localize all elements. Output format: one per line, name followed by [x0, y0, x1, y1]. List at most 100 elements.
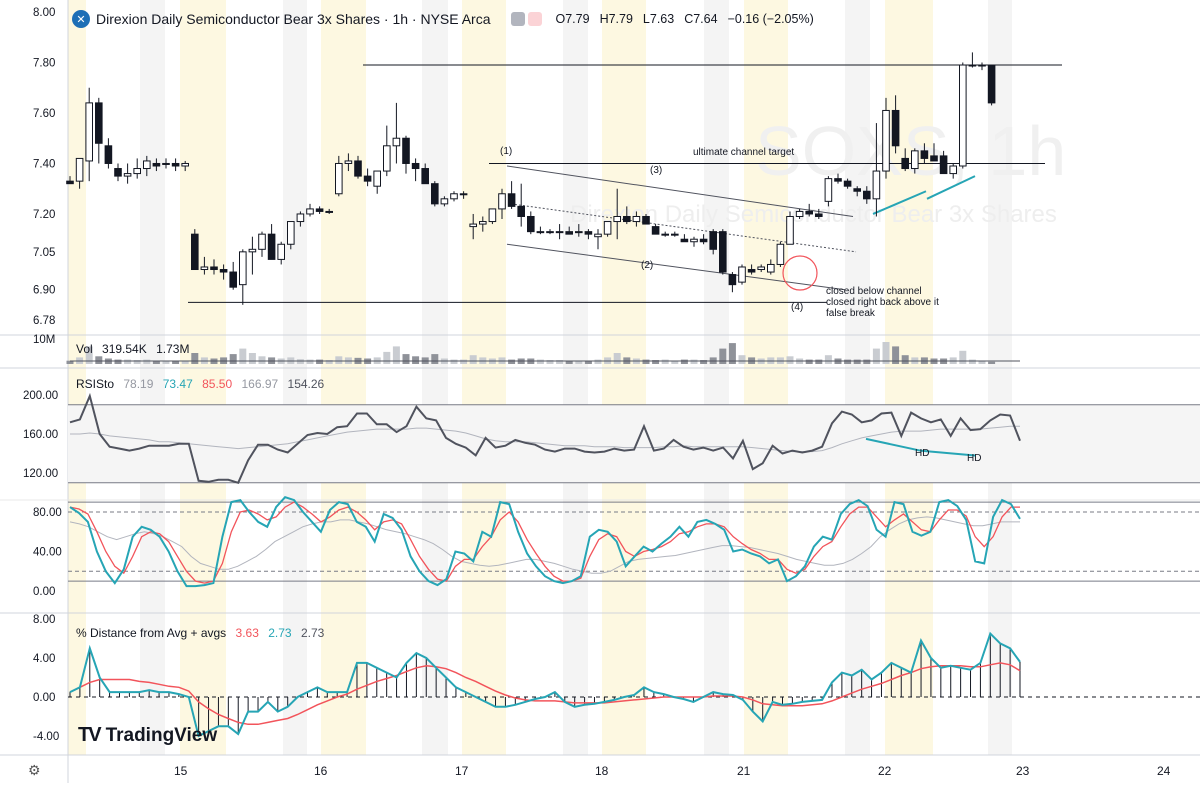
- candle-body: [411, 162, 420, 170]
- symbol-title[interactable]: Direxion Daily Semiconductor Bear 3x Sha…: [96, 11, 491, 27]
- candle-body: [402, 137, 410, 164]
- candle-body: [431, 183, 439, 205]
- volume-bar: [853, 359, 861, 364]
- volume-bar: [296, 359, 304, 364]
- rsisto-value-5: 154.26: [287, 377, 325, 391]
- x-tick-2: 17: [455, 764, 469, 778]
- distance-tick-3: -4.00: [33, 731, 59, 743]
- settings-gear-icon[interactable]: ⚙: [28, 762, 41, 778]
- candle-body: [219, 269, 228, 273]
- candle-body: [421, 168, 429, 185]
- candle-body: [95, 102, 103, 144]
- candle-body: [719, 231, 727, 273]
- candle-body: [517, 205, 526, 217]
- candle-body: [498, 193, 506, 210]
- candle-body: [527, 215, 535, 233]
- ohlc-change: −0.16 (−2.05%): [727, 12, 814, 26]
- volume-bar: [594, 359, 602, 364]
- candle-body: [824, 178, 833, 202]
- candle-body: [623, 215, 631, 223]
- candle-body: [978, 64, 986, 67]
- stoch-k-line: [69, 496, 1021, 588]
- session-band-9: [704, 0, 729, 755]
- rsisto-value-3: 85.50: [202, 377, 233, 391]
- volume-bar: [66, 360, 74, 364]
- volume-bar: [738, 355, 746, 364]
- session-band-10: [744, 0, 788, 755]
- candle-body: [786, 215, 794, 245]
- volume-bar: [152, 360, 160, 364]
- hd-label-2: HD: [967, 453, 981, 464]
- rsi-band: [68, 404, 1200, 483]
- session-band-6: [462, 0, 506, 755]
- data-status-icon: [527, 12, 542, 26]
- candle-body: [181, 162, 189, 167]
- candle-body: [479, 221, 487, 225]
- candle-body: [229, 271, 237, 288]
- tradingview-logo: TV TradingView: [78, 724, 217, 747]
- volume-bar: [728, 343, 736, 364]
- volume-bar: [460, 359, 468, 364]
- annotation-channel-target: ultimate channel target: [693, 147, 794, 158]
- volume-bar: [546, 360, 554, 364]
- x-tick-6: 23: [1016, 764, 1030, 778]
- volume-bar: [968, 359, 976, 364]
- candle-body: [248, 248, 257, 253]
- session-band-11: [845, 0, 870, 755]
- ohlc-high: H7.79: [599, 12, 633, 26]
- candle-body: [728, 274, 737, 286]
- price-tick-0: 8.00: [33, 7, 55, 19]
- volume-legend[interactable]: Vol 319.54K 1.73M: [76, 342, 195, 356]
- candle-body: [968, 64, 977, 67]
- volume-bar: [671, 360, 679, 364]
- candle-body: [546, 231, 554, 234]
- volume-bar: [815, 359, 823, 364]
- candle-body: [632, 215, 641, 223]
- x-tick-7: 24: [1157, 764, 1171, 778]
- volume-bar: [978, 360, 986, 364]
- price-tick-1: 7.80: [33, 57, 55, 69]
- volume-tick: 10M: [33, 334, 55, 346]
- hd-label-1: HD: [915, 448, 929, 459]
- session-band-13: [988, 0, 1012, 755]
- candle-body: [287, 221, 295, 245]
- candle-body: [987, 64, 996, 104]
- rsisto-value-1: 78.19: [123, 377, 154, 391]
- volume-bar: [325, 360, 333, 364]
- distance-legend[interactable]: % Distance from Avg + avgs 3.63 2.73 2.7…: [76, 626, 330, 640]
- candle-body: [853, 188, 862, 192]
- volume-bar: [652, 360, 660, 364]
- candle-body: [930, 155, 938, 162]
- volume-bar: [844, 359, 852, 364]
- rsisto-legend[interactable]: RSISto 78.19 73.47 85.50 166.97 154.26: [76, 377, 330, 391]
- stoch-tick-0: 80.00: [33, 507, 62, 519]
- candle-body: [277, 243, 285, 260]
- candle-body: [603, 221, 612, 235]
- volume-bar: [872, 348, 880, 364]
- volume-bar: [959, 350, 967, 364]
- tradingview-logo-text: TradingView: [105, 724, 218, 746]
- annotation-false-break: false break: [826, 308, 876, 319]
- session-band-1: [140, 0, 165, 755]
- symbol-legend[interactable]: ✕ Direxion Daily Semiconductor Bear 3x S…: [72, 10, 820, 28]
- candle-body: [152, 162, 161, 167]
- distance-value-3: 2.73: [300, 626, 325, 640]
- false-break-circle: [782, 255, 818, 291]
- x-tick-4: 21: [737, 764, 751, 778]
- candle-body: [191, 233, 199, 271]
- stoch-tick-2: 0.00: [33, 586, 55, 598]
- volume-bar: [901, 355, 909, 364]
- volume-bar: [392, 346, 400, 364]
- candle-body: [949, 165, 958, 175]
- candle-body: [767, 263, 775, 273]
- annotation-closed-back: closed right back above it: [826, 297, 939, 308]
- volume-bar: [508, 359, 516, 364]
- stoch-slow-line: [69, 516, 1020, 574]
- volume-bar: [335, 356, 343, 364]
- x-tick-1: 16: [314, 764, 328, 778]
- annotation-3: (3): [650, 165, 662, 176]
- candle-body: [815, 213, 823, 217]
- distance-avg-line: [69, 662, 1021, 726]
